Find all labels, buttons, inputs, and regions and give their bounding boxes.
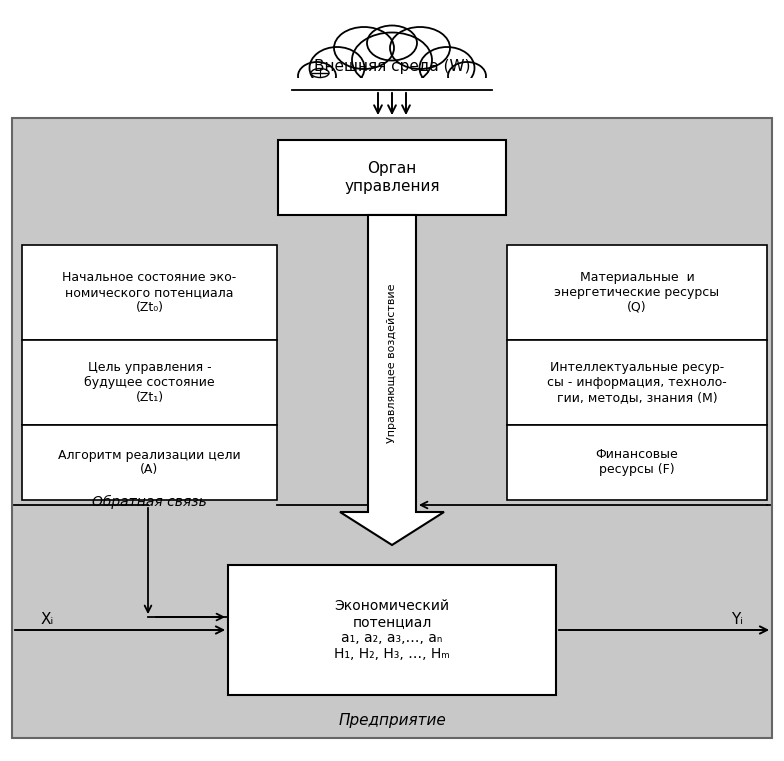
Bar <box>507 340 767 425</box>
Ellipse shape <box>311 68 329 78</box>
Ellipse shape <box>334 27 394 69</box>
Bar <box>292 78 492 103</box>
Bar <box>278 140 506 215</box>
Ellipse shape <box>367 26 417 61</box>
Bar <box>228 565 556 695</box>
Bar <box>22 245 277 340</box>
Text: Xᵢ: Xᵢ <box>40 613 53 628</box>
Text: Цель управления -
будущее состояние
(Zt₁): Цель управления - будущее состояние (Zt₁… <box>84 361 215 404</box>
Text: Материальные  и
энергетические ресурсы
(Q): Материальные и энергетические ресурсы (Q… <box>554 271 720 314</box>
Ellipse shape <box>352 33 432 88</box>
Bar <box>507 245 767 340</box>
Ellipse shape <box>390 27 450 69</box>
Bar <box>507 425 767 500</box>
Text: Внешняя среда (W): Внешняя среда (W) <box>314 59 470 74</box>
Bar <box>22 340 277 425</box>
Text: Алгоритм реализации цели
(A): Алгоритм реализации цели (A) <box>58 448 241 476</box>
Text: Обратная связь: Обратная связь <box>92 495 207 509</box>
Text: Управляющее воздействие: Управляющее воздействие <box>387 284 397 443</box>
Text: Орган
управления: Орган управления <box>344 161 440 194</box>
Text: Начальное состояние эко-
номического потенциала
(Zt₀): Начальное состояние эко- номического пот… <box>63 271 237 314</box>
Polygon shape <box>340 215 444 545</box>
Text: Экономический
потенциал
a₁, a₂, a₃,…, aₙ
H₁, H₂, H₃, …, Hₘ: Экономический потенциал a₁, a₂, a₃,…, aₙ… <box>334 599 450 661</box>
Bar <box>22 425 277 500</box>
Ellipse shape <box>419 47 474 89</box>
Text: Yᵢ: Yᵢ <box>731 613 743 628</box>
Text: Предприятие: Предприятие <box>338 712 446 728</box>
Text: Финансовые
ресурсы (F): Финансовые ресурсы (F) <box>596 448 678 476</box>
Bar <box>12 118 772 738</box>
Ellipse shape <box>298 62 336 90</box>
Ellipse shape <box>448 62 486 90</box>
Ellipse shape <box>310 47 365 89</box>
Text: Интеллектуальные ресур-
сы - информация, техноло-
гии, методы, знания (M): Интеллектуальные ресур- сы - информация,… <box>547 361 727 404</box>
